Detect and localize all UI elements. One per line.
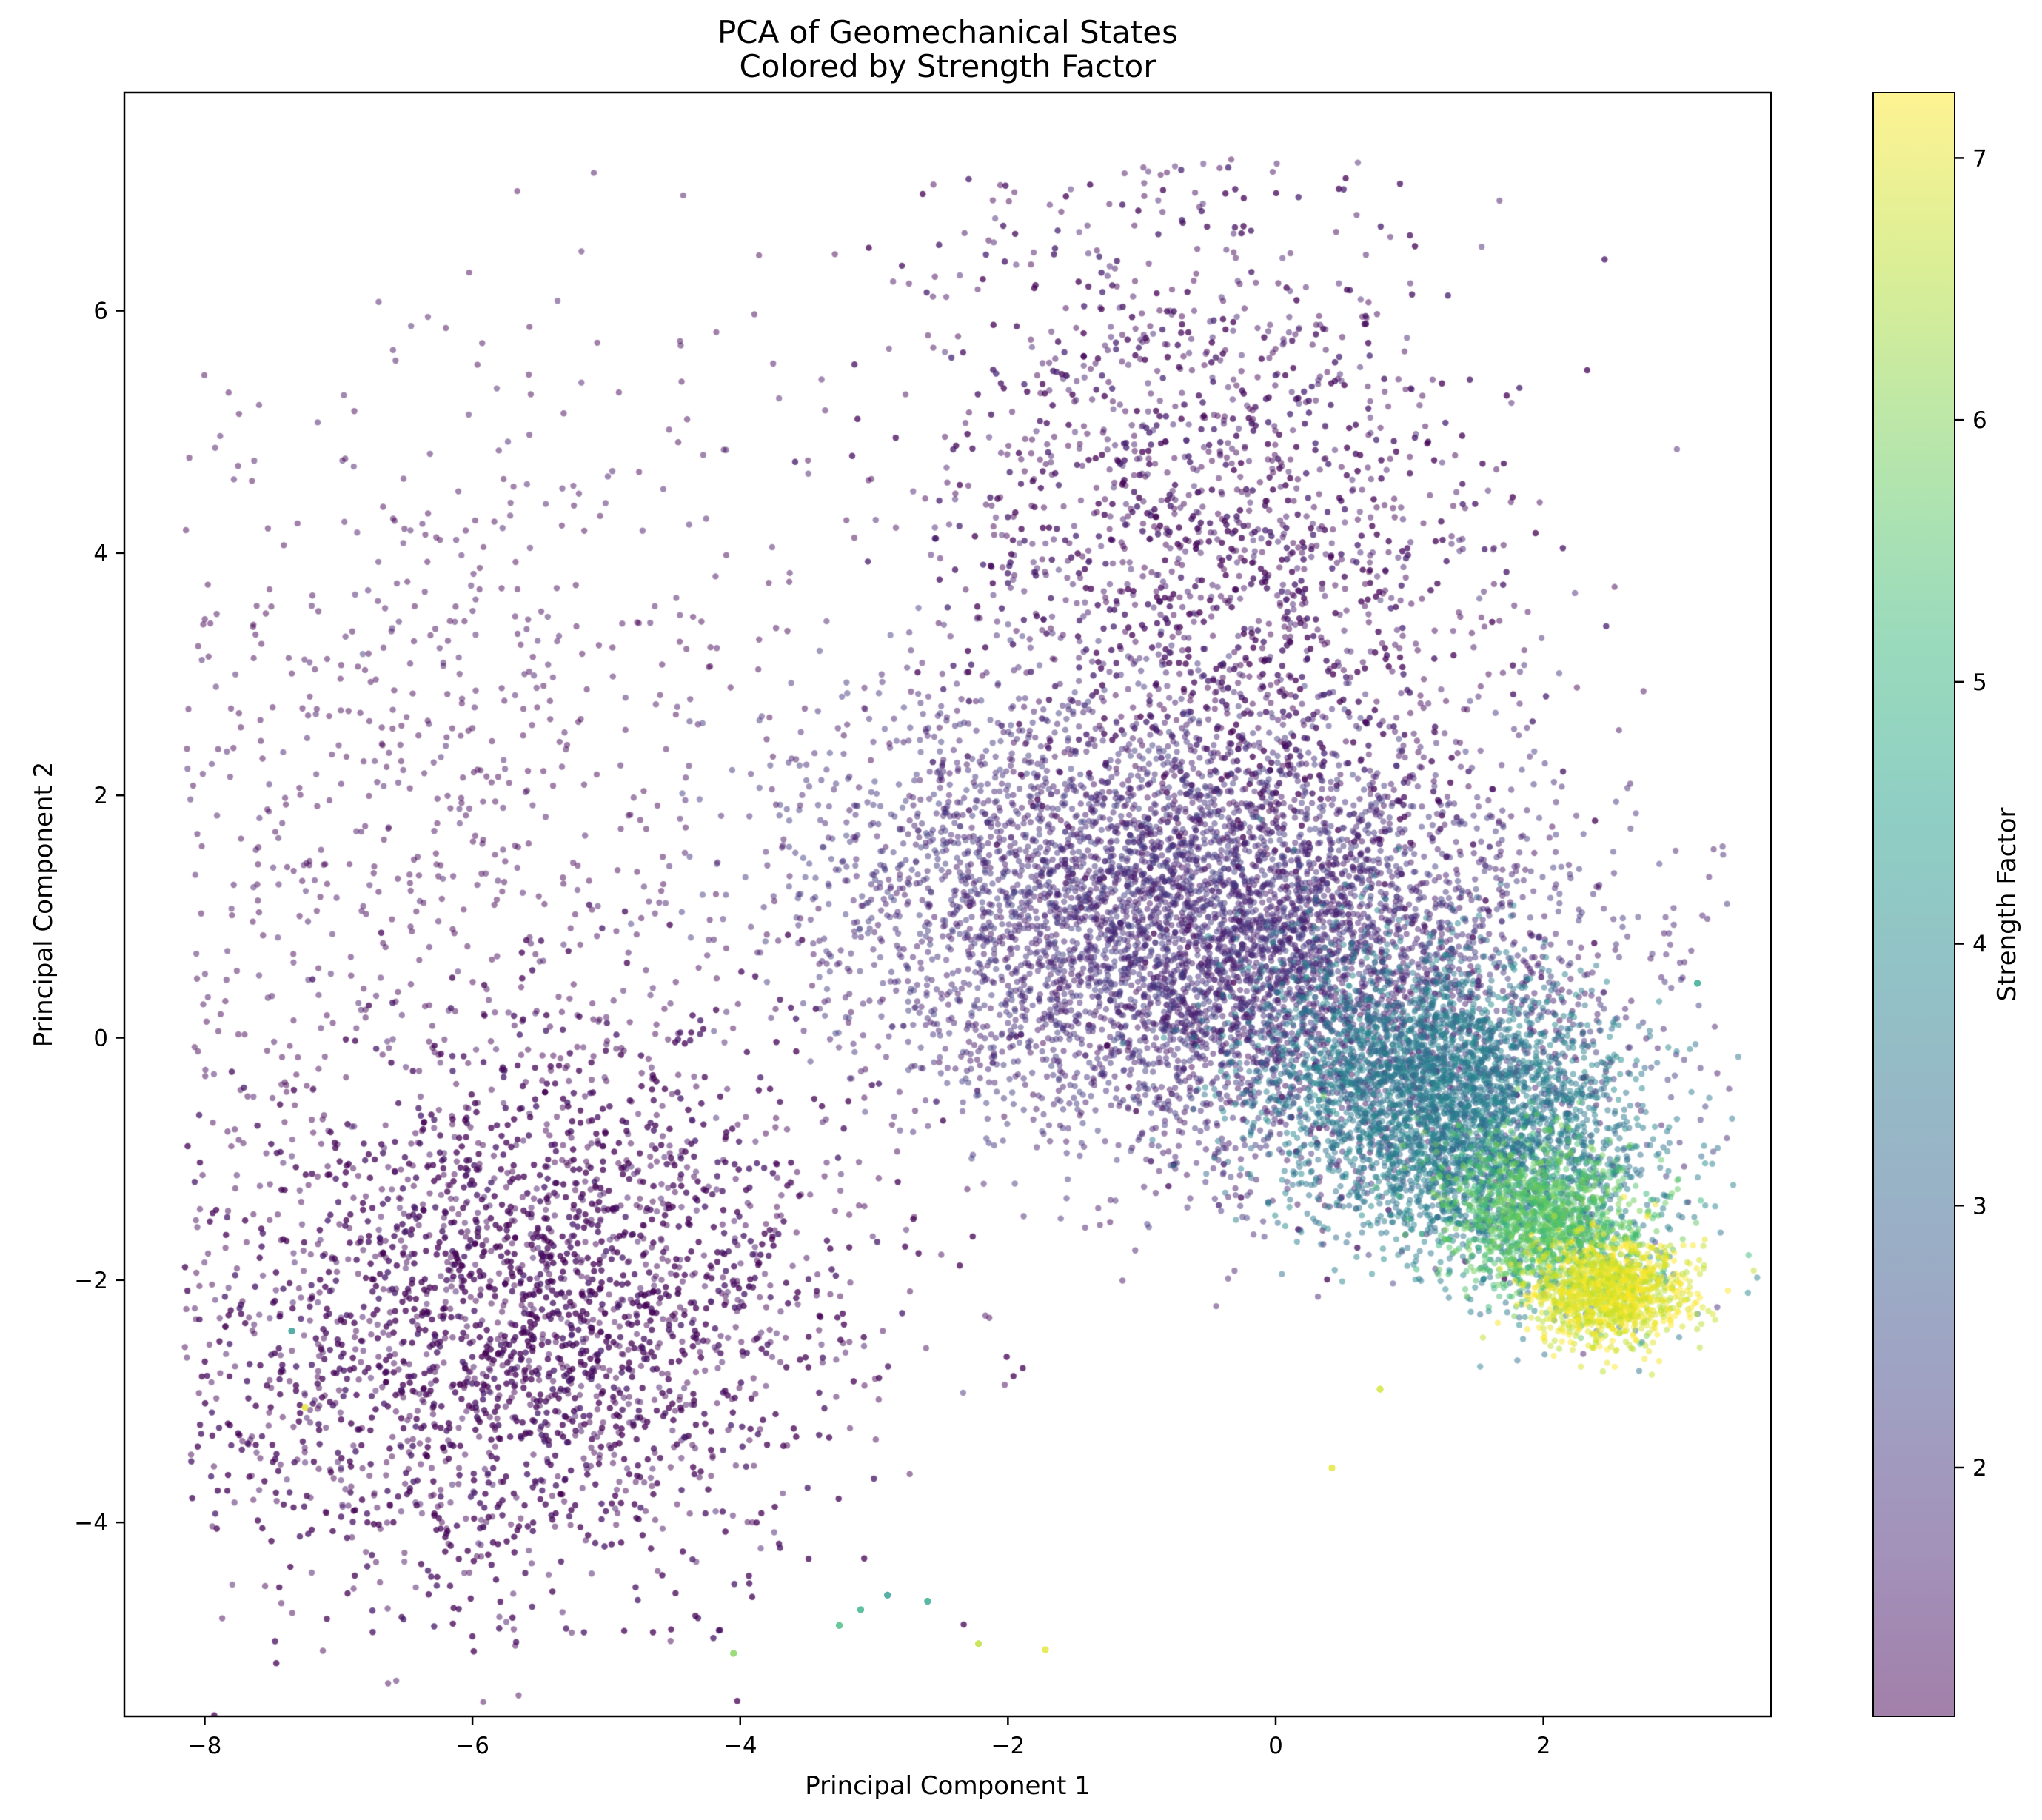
y-axis-label: Principal Component 2 [29, 762, 58, 1048]
x-tick-label: −8 [188, 1733, 222, 1759]
x-tick-label: 0 [1268, 1733, 1283, 1759]
outlier-points [288, 980, 1701, 1657]
colorbar-ticks: 2 3 4 5 6 7 [1955, 145, 1987, 1482]
colorbar-gradient [1873, 93, 1955, 1716]
outlier-point [729, 1650, 737, 1657]
plot-frame [123, 91, 1772, 1718]
x-tick-label: −6 [455, 1733, 489, 1759]
y-tick-label: 2 [93, 783, 108, 809]
plot-area [123, 91, 1772, 1718]
outlier-point [835, 1622, 843, 1629]
y-tick-label: 6 [93, 298, 108, 325]
colorbar: 2 3 4 5 6 7 Strength Factor [1872, 92, 2022, 1717]
y-tick-label: −4 [74, 1510, 108, 1536]
y-tick-label: 0 [93, 1026, 108, 1052]
scatter-points-layer [124, 93, 1771, 1716]
x-tick-label: −4 [723, 1733, 757, 1759]
y-axis: −4 −2 0 2 4 6 [74, 298, 124, 1536]
colorbar-label: Strength Factor [1992, 808, 2022, 1002]
outlier-point [301, 1403, 309, 1411]
colorbar-frame [1872, 92, 1955, 1717]
outlier-point [924, 1597, 931, 1605]
y-tick-label: 4 [93, 541, 108, 567]
x-axis: −8 −6 −4 −2 0 2 [188, 1716, 1551, 1759]
colorbar-tick-label: 2 [1972, 1455, 1987, 1482]
outlier-point [288, 1327, 295, 1335]
outlier-point [1376, 1385, 1384, 1393]
outlier-point [1693, 980, 1701, 987]
colorbar-tick-label: 3 [1972, 1193, 1987, 1220]
x-tick-label: −2 [991, 1733, 1025, 1759]
y-tick-label: −2 [74, 1268, 108, 1294]
colorbar-tick-label: 4 [1972, 931, 1987, 958]
outlier-point [883, 1591, 891, 1599]
chart-title-line-1: PCA of Geomechanical States [717, 14, 1178, 50]
chart-title: PCA of Geomechanical States Colored by S… [717, 14, 1178, 84]
outlier-point [1042, 1646, 1049, 1653]
outlier-point [857, 1606, 865, 1613]
outlier-point [1328, 1464, 1336, 1472]
colorbar-tick-label: 7 [1972, 145, 1987, 172]
chart-title-line-2: Colored by Strength Factor [739, 48, 1156, 84]
colorbar-tick-label: 5 [1972, 669, 1987, 696]
outlier-point [974, 1640, 982, 1647]
x-axis-label: Principal Component 1 [805, 1771, 1091, 1801]
colorbar-tick-label: 6 [1972, 407, 1987, 434]
x-tick-label: 2 [1536, 1733, 1551, 1759]
